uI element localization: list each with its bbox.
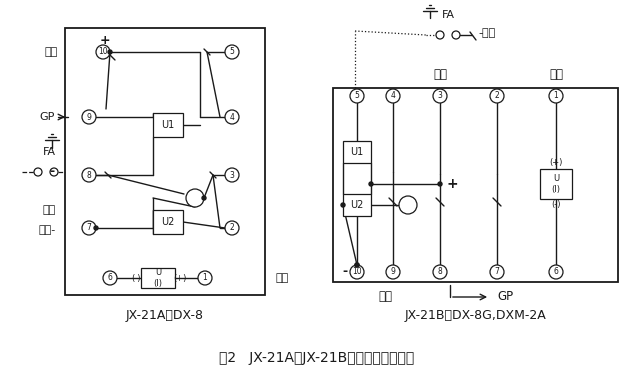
Circle shape (108, 50, 112, 54)
Text: 电源-: 电源- (39, 225, 56, 235)
Text: 启动: 启动 (549, 69, 563, 81)
Circle shape (386, 265, 400, 279)
Text: (+): (+) (549, 158, 563, 167)
Text: U2: U2 (351, 200, 364, 210)
Text: U
(I): U (I) (154, 268, 163, 288)
Bar (65, 28, 265, 295)
Text: 9: 9 (391, 268, 396, 276)
Circle shape (225, 168, 239, 182)
Circle shape (34, 168, 42, 176)
Text: (-): (-) (131, 273, 141, 282)
Text: 8: 8 (438, 268, 443, 276)
Text: 启动: 启动 (275, 273, 288, 283)
Text: -复归: -复归 (478, 28, 495, 38)
Text: 9: 9 (86, 112, 91, 121)
Circle shape (490, 89, 504, 103)
Text: 电源: 电源 (433, 69, 447, 81)
Text: U1: U1 (161, 120, 175, 130)
Circle shape (82, 168, 96, 182)
Text: U2: U2 (161, 217, 175, 227)
Text: FA: FA (442, 10, 455, 20)
Text: 2: 2 (230, 224, 234, 233)
Text: +: + (100, 34, 110, 46)
Text: U
(I): U (I) (552, 174, 561, 194)
Text: JX-21B代DX-8G,DXM-2A: JX-21B代DX-8G,DXM-2A (404, 308, 546, 322)
Text: 电源: 电源 (44, 47, 58, 57)
Text: 图2   JX-21A、JX-21B接线图（正视图）: 图2 JX-21A、JX-21B接线图（正视图） (219, 351, 415, 365)
Text: JX-21A代DX-8: JX-21A代DX-8 (126, 308, 204, 322)
Text: GP: GP (39, 112, 55, 122)
Text: (-): (-) (551, 199, 561, 208)
Circle shape (225, 110, 239, 124)
Bar (333, 88, 618, 282)
Bar (153, 210, 183, 234)
Circle shape (96, 45, 110, 59)
Circle shape (369, 182, 373, 186)
Circle shape (549, 89, 563, 103)
Text: 6: 6 (554, 268, 558, 276)
Text: 复归: 复归 (43, 205, 56, 215)
Text: -: - (342, 265, 347, 279)
Text: +: + (446, 177, 458, 191)
Text: U1: U1 (351, 147, 364, 157)
Circle shape (490, 265, 504, 279)
Text: 10: 10 (352, 268, 362, 276)
Text: 5: 5 (354, 92, 359, 101)
Circle shape (399, 196, 417, 214)
Circle shape (386, 89, 400, 103)
Text: -: - (50, 166, 55, 178)
Circle shape (549, 265, 563, 279)
Bar (343, 141, 371, 163)
Text: 10: 10 (98, 48, 108, 57)
Circle shape (225, 45, 239, 59)
Text: FA: FA (43, 147, 56, 157)
Text: 7: 7 (86, 224, 91, 233)
Text: 8: 8 (86, 170, 91, 179)
Text: 3: 3 (438, 92, 443, 101)
Text: 5: 5 (230, 48, 234, 57)
Circle shape (436, 31, 444, 39)
Circle shape (103, 271, 117, 285)
Text: 1: 1 (554, 92, 558, 101)
Circle shape (50, 168, 58, 176)
Text: 6: 6 (107, 273, 112, 282)
Circle shape (433, 265, 447, 279)
Text: 2: 2 (495, 92, 499, 101)
Bar (540, 169, 572, 199)
Text: 4: 4 (391, 92, 396, 101)
Text: (+): (+) (173, 273, 187, 282)
Text: 1: 1 (203, 273, 208, 282)
Circle shape (438, 182, 442, 186)
Circle shape (355, 263, 359, 267)
Text: 4: 4 (230, 112, 234, 121)
Circle shape (433, 89, 447, 103)
Circle shape (186, 189, 204, 207)
Circle shape (202, 196, 206, 200)
Circle shape (82, 110, 96, 124)
Circle shape (198, 271, 212, 285)
Text: GP: GP (497, 291, 513, 303)
Text: 7: 7 (495, 268, 500, 276)
Text: 3: 3 (230, 170, 234, 179)
Circle shape (350, 89, 364, 103)
Circle shape (341, 203, 345, 207)
Circle shape (452, 31, 460, 39)
Bar (343, 194, 371, 216)
Circle shape (82, 221, 96, 235)
Bar (141, 268, 175, 288)
Circle shape (355, 263, 359, 267)
Bar (153, 113, 183, 137)
Circle shape (350, 265, 364, 279)
Text: 电源: 电源 (378, 290, 392, 302)
Circle shape (225, 221, 239, 235)
Circle shape (94, 226, 98, 230)
